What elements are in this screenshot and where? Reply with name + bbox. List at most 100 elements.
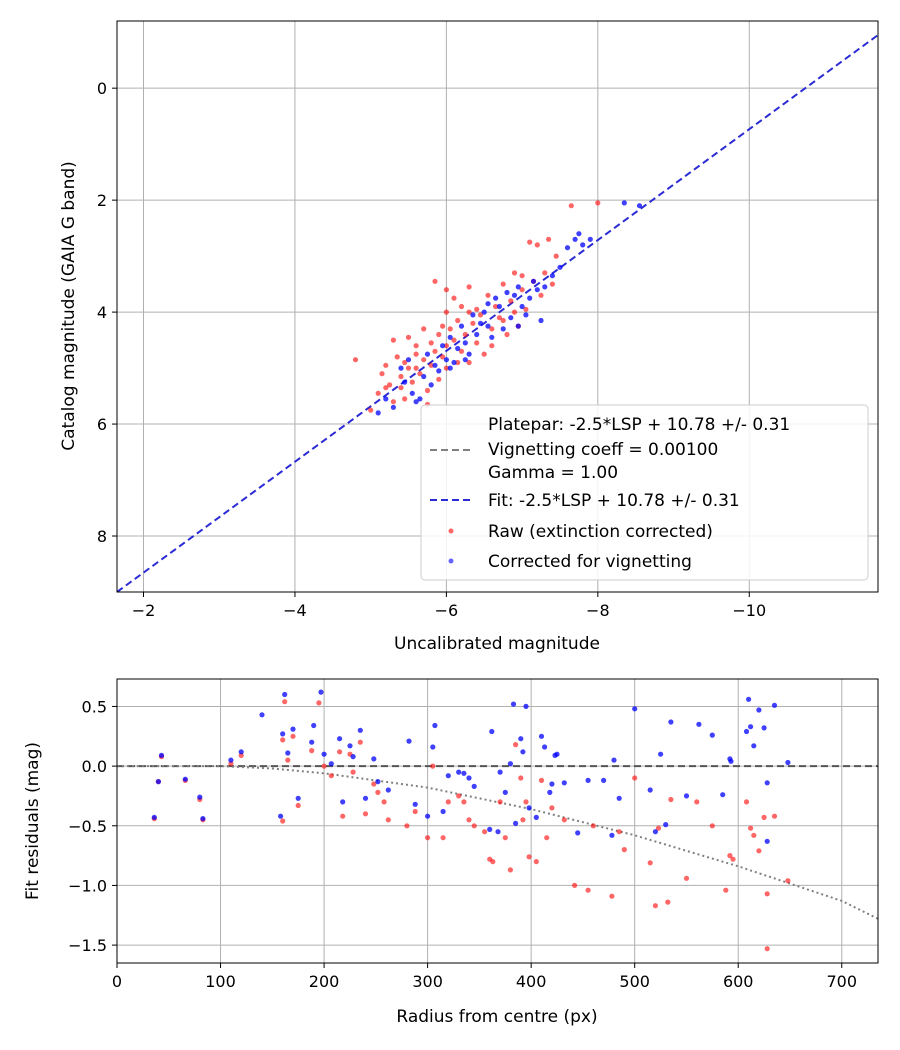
bottom-corrected-point: [282, 691, 288, 698]
top-raw-point: [352, 357, 359, 363]
bottom-corrected-point: [445, 773, 451, 779]
bottom-corrected-point: [375, 779, 381, 785]
top-corrected-point: [523, 312, 529, 318]
bottom-corrected-point: [720, 792, 726, 798]
bottom-corrected-point: [520, 749, 526, 755]
top-y-tick-label: 2: [97, 191, 107, 210]
bottom-x-tick-label: 200: [309, 972, 340, 991]
bottom-corrected-point: [311, 722, 317, 729]
bottom-raw-point: [290, 733, 296, 739]
bottom-raw-point: [513, 742, 519, 748]
bottom-ticks: 0 100 200 300 400 500 600 700 0.5 0.0 −0.5 −1.0 −1.5: [68, 697, 857, 991]
bottom-raw-point: [490, 859, 496, 865]
top-raw-point: [447, 326, 453, 332]
bottom-corrected-point: [756, 707, 762, 713]
bottom-corrected-point: [652, 829, 659, 835]
bottom-raw-point: [238, 752, 244, 759]
top-raw-point: [394, 354, 400, 360]
top-corrected-point: [398, 365, 404, 371]
bottom-corrected-point: [683, 793, 690, 799]
bottom-corrected-point: [347, 743, 353, 749]
bottom-corrected-point: [497, 769, 503, 775]
top-x-tick-label: −8: [586, 601, 610, 620]
bottom-corrected-point: [746, 696, 752, 702]
top-corrected-point: [458, 323, 465, 329]
bottom-corrected-point: [611, 757, 617, 763]
bottom-raw-point: [321, 763, 327, 769]
top-raw-point: [542, 270, 548, 276]
top-raw-point: [485, 292, 491, 298]
top-corrected-point: [409, 390, 415, 396]
top-corrected-point: [493, 295, 499, 301]
bottom-corrected-point: [764, 838, 770, 844]
bottom-corrected-point: [761, 725, 767, 731]
top-raw-point: [383, 385, 389, 391]
top-raw-point: [470, 320, 476, 326]
bottom-corrected-point: [385, 787, 391, 793]
bottom-raw-point: [466, 817, 472, 823]
bottom-corrected-point: [200, 816, 206, 822]
top-raw-point: [519, 273, 525, 279]
bottom-raw-point: [375, 789, 381, 796]
bottom-raw-point: [482, 829, 488, 835]
bottom-corrected-point: [350, 754, 356, 760]
bottom-corrected-point: [743, 728, 750, 735]
top-x-axis-label: Uncalibrated magnitude: [394, 634, 600, 654]
top-raw-point: [553, 253, 559, 259]
top-raw-point: [390, 399, 396, 405]
bottom-raw-point: [756, 848, 762, 854]
top-corrected-point: [519, 303, 525, 310]
bottom-raw-point: [668, 796, 674, 803]
top-raw-point: [500, 281, 506, 287]
bottom-raw-point: [381, 799, 387, 805]
bottom-raw-point: [357, 739, 363, 745]
top-corrected-point: [455, 345, 461, 352]
bottom-raw-point: [412, 808, 418, 815]
top-legend: Platepar: -2.5*LSP + 10.78 +/- 0.31 Vign…: [420, 404, 869, 581]
bottom-corrected-point: [696, 721, 702, 727]
top-corrected-point: [474, 331, 480, 338]
bottom-corrected-point: [785, 759, 791, 766]
top-raw-point: [417, 371, 423, 377]
bottom-raw-point: [471, 823, 477, 829]
bottom-corrected-point: [471, 783, 477, 790]
bottom-corrected-point: [309, 739, 315, 745]
bottom-corrected-point: [585, 777, 591, 784]
bottom-raw-point: [430, 763, 436, 769]
bottom-x-tick-label: 500: [619, 972, 650, 991]
top-raw-point: [568, 203, 574, 209]
top-raw-point: [398, 385, 404, 391]
bottom-raw-point: [709, 823, 715, 829]
bottom-corrected-point: [425, 813, 431, 819]
bottom-corrected-point: [151, 814, 157, 821]
top-corrected-point: [576, 231, 582, 237]
bottom-corrected-point: [663, 822, 669, 828]
bottom-corrected-point: [771, 702, 778, 708]
top-raw-point: [451, 337, 457, 343]
bottom-raw-point: [590, 823, 596, 829]
bottom-raw-point: [761, 814, 767, 821]
bottom-lines: [117, 765, 878, 920]
bottom-raw-point: [572, 882, 578, 889]
top-plot-frame: [116, 20, 879, 593]
bottom-corrected-point: [542, 744, 548, 750]
bottom-corrected-point: [533, 814, 539, 821]
bottom-raw-point: [748, 825, 754, 831]
top-raw-point: [421, 357, 427, 363]
top-corrected-point: [485, 301, 491, 307]
bottom-raw-point: [526, 854, 532, 860]
bottom-raw-point: [295, 802, 301, 809]
bottom-corrected-point: [487, 826, 493, 833]
top-corrected-point: [515, 284, 521, 290]
top-raw-point: [477, 312, 484, 318]
bottom-raw-point: [425, 835, 431, 841]
top-raw-point: [390, 337, 396, 343]
bottom-corrected-point: [285, 750, 291, 756]
bottom-corrected-point: [764, 780, 770, 786]
top-raw-point: [405, 365, 412, 371]
top-corrected-point: [440, 343, 446, 349]
legend-raw-swatch: [448, 528, 454, 534]
bottom-raw-point: [549, 805, 555, 811]
